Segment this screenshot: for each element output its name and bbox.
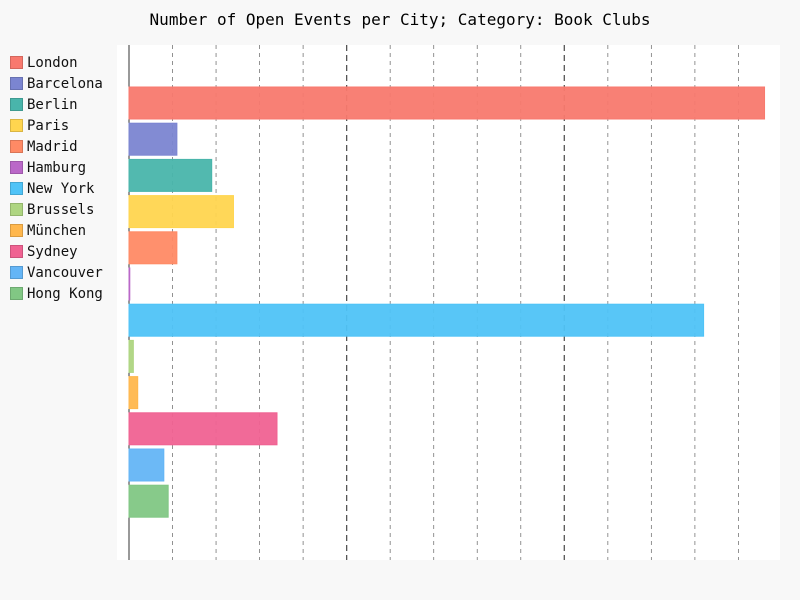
legend-label: Barcelona [27, 76, 103, 92]
bar-london [128, 86, 766, 120]
legend-item-hong-kong[interactable]: Hong Kong [10, 284, 120, 305]
legend-swatch [10, 203, 23, 216]
bar-new-york [128, 303, 705, 337]
plot-area: 0102030405060708090100110120130140 [117, 45, 780, 560]
legend-swatch [10, 77, 23, 90]
legend-swatch [10, 182, 23, 195]
bar-hong-kong [128, 484, 169, 518]
bar-vancouver [128, 448, 165, 482]
legend: London Barcelona Berlin Paris Madrid Ham… [10, 53, 120, 305]
legend-label: Hong Kong [27, 286, 103, 302]
bar-madrid [128, 231, 178, 265]
legend-item-munchen[interactable]: München [10, 221, 120, 242]
legend-item-brussels[interactable]: Brussels [10, 200, 120, 221]
legend-swatch [10, 98, 23, 111]
legend-label: Paris [27, 118, 70, 134]
legend-item-hamburg[interactable]: Hamburg [10, 158, 120, 179]
legend-item-vancouver[interactable]: Vancouver [10, 263, 120, 284]
legend-label: London [27, 55, 78, 71]
legend-label: Brussels [27, 202, 95, 218]
legend-swatch [10, 266, 23, 279]
legend-swatch [10, 224, 23, 237]
legend-item-new-york[interactable]: New York [10, 179, 120, 200]
legend-item-madrid[interactable]: Madrid [10, 137, 120, 158]
legend-swatch [10, 56, 23, 69]
legend-label: Madrid [27, 139, 78, 155]
bar-brussels [128, 339, 134, 373]
legend-item-sydney[interactable]: Sydney [10, 242, 120, 263]
legend-item-berlin[interactable]: Berlin [10, 95, 120, 116]
bar-chart: 0102030405060708090100110120130140 [128, 45, 766, 560]
bar-m-nchen [128, 376, 139, 410]
legend-swatch [10, 161, 23, 174]
legend-swatch [10, 119, 23, 132]
legend-label: Berlin [27, 97, 78, 113]
bar-berlin [128, 158, 213, 192]
bar-hamburg [128, 267, 131, 301]
bar-barcelona [128, 122, 178, 156]
bar-paris [128, 195, 234, 229]
legend-label: München [27, 223, 87, 239]
chart-title: Number of Open Events per City; Category… [149, 10, 651, 29]
legend-label: Vancouver [27, 265, 103, 281]
legend-swatch [10, 140, 23, 153]
legend-label: Hamburg [27, 160, 87, 176]
legend-swatch [10, 245, 23, 258]
bar-sydney [128, 412, 278, 446]
legend-label: New York [27, 181, 95, 197]
legend-item-paris[interactable]: Paris [10, 116, 120, 137]
legend-swatch [10, 287, 23, 300]
legend-item-london[interactable]: London [10, 53, 120, 74]
legend-item-barcelona[interactable]: Barcelona [10, 74, 120, 95]
legend-label: Sydney [27, 244, 78, 260]
